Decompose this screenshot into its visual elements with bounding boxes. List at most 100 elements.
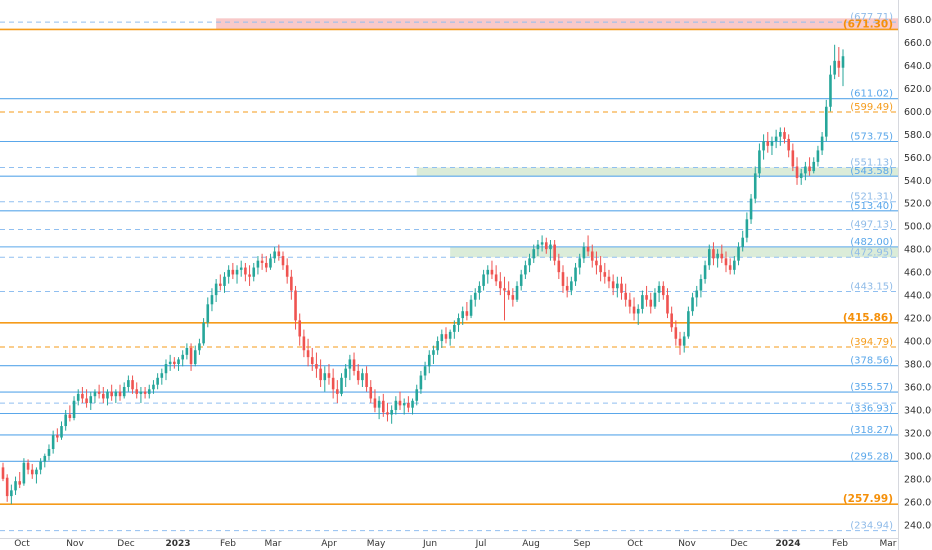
candle-body — [804, 166, 807, 174]
candle-body — [632, 306, 636, 314]
candle-body — [649, 299, 653, 307]
candle-body — [783, 132, 786, 139]
candle-body — [595, 260, 598, 266]
candle-body — [193, 350, 197, 365]
candles-layer — [1, 44, 845, 505]
y-axis: 240.00 260.00 280.00 300.00 320.00 340.00 360.… — [898, 0, 932, 550]
candle-body — [60, 426, 63, 438]
candle-body — [741, 237, 744, 247]
y-tick-label: 320.00 — [904, 428, 932, 439]
candle-body — [624, 292, 627, 300]
x-tick-label: Feb — [220, 539, 236, 549]
candle-body — [152, 384, 155, 390]
candle-body — [620, 283, 623, 293]
y-tick-label: 360.00 — [904, 382, 932, 393]
candle-body — [30, 469, 34, 475]
candle-body — [482, 274, 485, 286]
candle-body — [252, 267, 256, 277]
candle-body — [779, 132, 782, 137]
candle-body — [202, 322, 205, 344]
candle-body — [833, 60, 836, 75]
candle-body — [753, 173, 757, 199]
y-tick-label: 580.00 — [904, 130, 932, 141]
candle-body — [373, 398, 377, 408]
candle-body — [699, 279, 703, 291]
candle-body — [331, 377, 335, 390]
y-tick-label: 400.00 — [904, 337, 932, 348]
candle-body — [670, 313, 673, 328]
y-tick-label: 460.00 — [904, 268, 932, 279]
level-label-11: (472.95) — [850, 247, 893, 258]
level-label-12: (443.15) — [850, 282, 893, 293]
candle-body — [645, 295, 648, 300]
candle-body — [707, 249, 711, 266]
candle-body — [160, 373, 164, 378]
candle-body — [628, 299, 632, 307]
candle-body — [256, 260, 260, 268]
candle-body — [507, 290, 510, 296]
candle-body — [340, 377, 343, 394]
x-tick-label: Oct — [14, 539, 30, 549]
x-tick-label: Dec — [730, 539, 747, 549]
y-tick-label: 680.00 — [904, 15, 932, 26]
candle-body — [724, 258, 728, 266]
candle-body — [402, 403, 406, 406]
candle-body — [770, 141, 774, 146]
candle-body — [532, 249, 536, 259]
candle-body — [39, 461, 42, 470]
level-labels-layer: (677.71)(671.30) (611.02) (599.49) (573.75)… — [843, 12, 893, 532]
candle-body — [394, 400, 398, 410]
candle-body — [561, 272, 565, 286]
zone-0 — [216, 18, 898, 30]
level-label-13: (415.86) — [843, 312, 893, 324]
level-label-4: (573.75) — [850, 132, 893, 143]
candle-body — [565, 285, 569, 291]
y-tick-label: 500.00 — [904, 222, 932, 233]
candle-body — [344, 368, 347, 378]
candle-body — [687, 311, 690, 337]
candle-body — [72, 400, 76, 419]
candle-body — [415, 389, 419, 401]
y-tick-label: 300.00 — [904, 451, 932, 462]
y-tick-label: 480.00 — [904, 245, 932, 256]
y-tick-label: 440.00 — [904, 291, 932, 302]
candle-body — [636, 308, 640, 314]
candle-body — [774, 136, 778, 142]
candle-body — [465, 311, 469, 316]
candle-body — [453, 324, 456, 332]
candle-body — [553, 244, 556, 261]
y-tick-label: 600.00 — [904, 107, 932, 118]
candle-body — [799, 173, 803, 178]
candle-body — [219, 283, 222, 286]
y-tick-label: 660.00 — [904, 38, 932, 49]
candle-body — [273, 251, 276, 259]
candle-body — [457, 318, 460, 325]
x-tick-label: Feb — [832, 539, 848, 549]
candle-body — [189, 347, 193, 365]
candle-body — [691, 297, 694, 312]
level-label-7: (521.31) — [850, 192, 893, 203]
candle-body — [43, 455, 47, 462]
level-label-19: (318.27) — [850, 425, 893, 436]
candle-body — [10, 490, 13, 497]
candle-body — [398, 400, 402, 406]
candle-body — [64, 414, 67, 427]
level-label-22: (234.94) — [850, 521, 893, 532]
candle-body — [590, 251, 594, 261]
candle-body — [469, 299, 473, 316]
candle-body — [118, 391, 122, 397]
level-label-10: (482.00) — [850, 237, 893, 248]
candle-body — [411, 400, 414, 408]
candle-body — [519, 274, 523, 286]
x-tick-label: 2023 — [165, 539, 190, 549]
candle-body — [18, 481, 22, 485]
candle-body — [682, 336, 686, 346]
candle-body — [97, 391, 101, 394]
candle-body — [93, 391, 97, 397]
candle-body — [824, 106, 828, 137]
candle-body — [281, 256, 285, 266]
candle-body — [766, 141, 770, 146]
level-label-21: (257.99) — [843, 493, 893, 505]
x-tick-label: Nov — [66, 539, 84, 549]
